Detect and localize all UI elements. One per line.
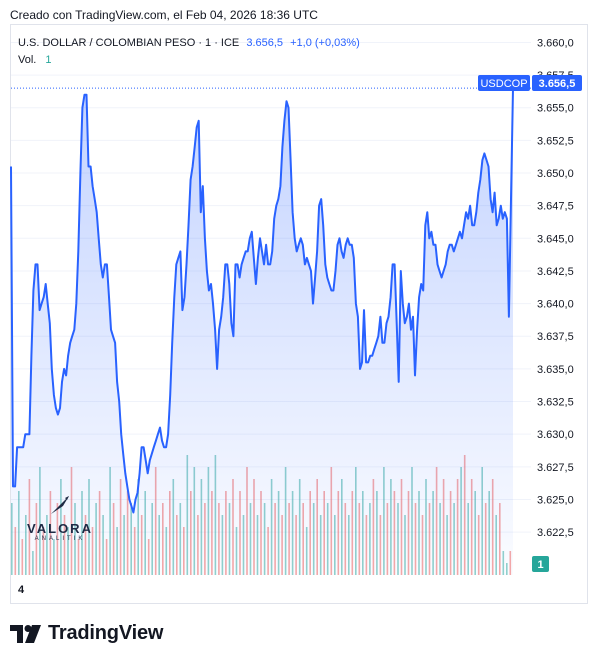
symbol-badge-bg	[478, 75, 530, 91]
y-tick-label: 3.630,0	[537, 429, 574, 441]
y-tick-label: 3.632,5	[537, 397, 574, 409]
y-tick-label: 3.660,0	[537, 37, 574, 49]
price-area-fill	[11, 88, 513, 575]
legend-volume-row: Vol. 1	[18, 52, 360, 69]
tradingview-logo-icon	[10, 624, 41, 643]
volume-badge-text: 1	[537, 559, 543, 571]
time-axis-label: 4	[18, 584, 25, 596]
y-tick-label: 3.635,0	[537, 364, 574, 376]
legend-title-row: U.S. DOLLAR / COLOMBIAN PESO · 1 · ICE 3…	[18, 35, 360, 52]
y-tick-label: 3.647,5	[537, 201, 574, 213]
y-tick-label: 3.640,0	[537, 299, 574, 311]
price-badge: 3.656,5	[532, 75, 582, 91]
y-tick-label: 3.622,5	[537, 527, 574, 539]
symbol-badge-text: USDCOP	[480, 78, 527, 90]
y-tick-label: 3.642,5	[537, 266, 574, 278]
price-axis[interactable]: 3.660,03.657,53.655,03.652,53.650,03.647…	[537, 37, 574, 539]
volume-badge-bg	[532, 556, 549, 572]
y-tick-label: 3.650,0	[537, 168, 574, 180]
y-tick-label: 3.645,0	[537, 233, 574, 245]
y-tick-label: 3.627,5	[537, 462, 574, 474]
valora-watermark: VALORA ANALITIK	[20, 494, 100, 542]
watermark-arrow-icon	[51, 496, 69, 514]
y-tick-label: 3.637,5	[537, 331, 574, 343]
chart-frame	[10, 24, 588, 604]
last-price: 3.656,5	[246, 37, 284, 49]
tradingview-wordmark: TradingView	[48, 622, 164, 644]
tradingview-brand[interactable]: TradingView	[10, 622, 163, 645]
volume-badge: 1	[532, 556, 549, 572]
price-line	[10, 88, 514, 514]
y-tick-label: 3.652,5	[537, 135, 574, 147]
legend: U.S. DOLLAR / COLOMBIAN PESO · 1 · ICE 3…	[18, 35, 360, 69]
volume-value: 1	[45, 54, 52, 66]
instrument-label[interactable]: U.S. DOLLAR / COLOMBIAN PESO · 1 · ICE	[18, 37, 240, 49]
y-tick-label: 3.625,0	[537, 494, 574, 506]
watermark-sub: ANALITIK	[34, 536, 86, 542]
price-badge-bg	[532, 75, 582, 91]
price-change: +1,0 (+0,03%)	[290, 37, 360, 49]
volume-label[interactable]: Vol.	[18, 54, 37, 66]
symbol-badge: USDCOP	[478, 75, 530, 91]
watermark-name: VALORA	[27, 521, 93, 536]
price-badge-text: 3.656,5	[539, 78, 576, 90]
y-tick-label: 3.655,0	[537, 103, 574, 115]
created-with-text: Creado con TradingView.com, el Feb 04, 2…	[10, 8, 318, 22]
